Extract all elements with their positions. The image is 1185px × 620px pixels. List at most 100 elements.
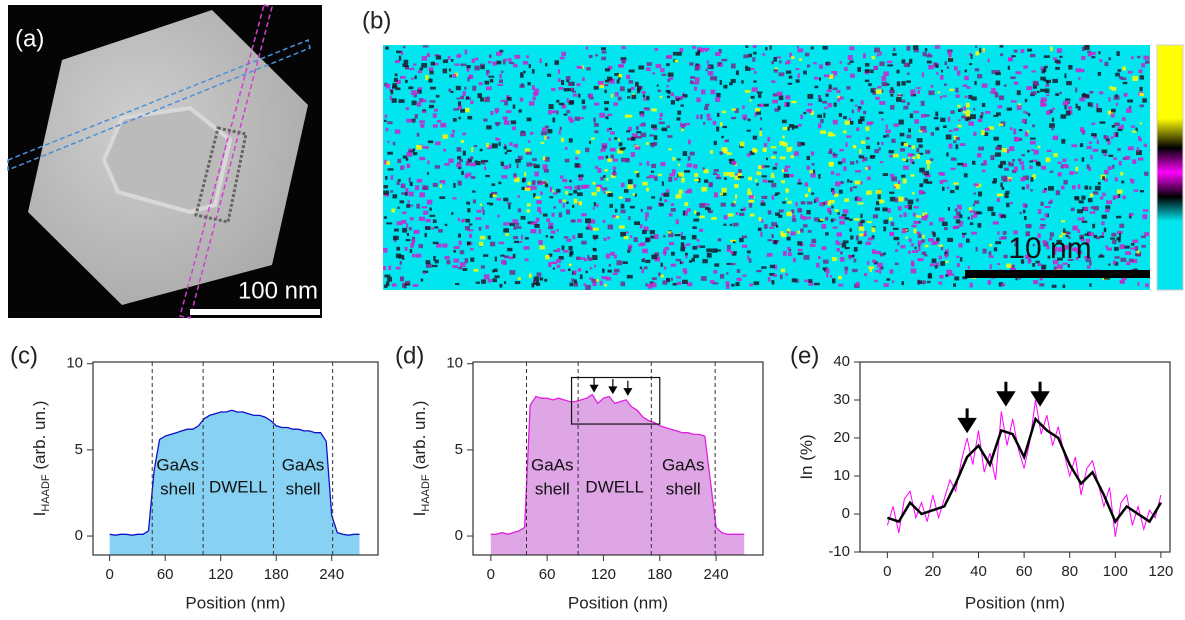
texture-dot: [1117, 190, 1122, 194]
texture-dot: [692, 235, 697, 239]
texture-dot: [646, 188, 649, 192]
texture-dot: [874, 48, 880, 53]
texture-dot: [621, 204, 625, 209]
texture-dot: [395, 129, 400, 133]
texture-dot: [811, 173, 816, 177]
texture-dot: [857, 241, 862, 244]
texture-dot: [651, 171, 654, 173]
texture-dot: [645, 237, 649, 242]
texture-dot: [905, 237, 907, 239]
texture-dot: [521, 187, 524, 190]
texture-dot: [1131, 56, 1134, 59]
texture-dot: [1034, 83, 1039, 86]
texture-dot: [1004, 168, 1009, 171]
texture-dot: [1130, 247, 1136, 249]
texture-dot: [1138, 158, 1144, 161]
texture-dot: [860, 214, 862, 218]
texture-dot: [599, 113, 605, 118]
texture-dot: [518, 109, 521, 112]
texture-dot: [739, 238, 744, 242]
texture-dot: [910, 174, 914, 176]
texture-dot: [1008, 57, 1013, 61]
texture-dot: [676, 276, 680, 278]
texture-dot: [540, 142, 544, 144]
texture-dot: [1101, 221, 1104, 225]
texture-dot: [408, 149, 412, 152]
texture-dot: [999, 124, 1004, 126]
texture-dot: [814, 77, 818, 80]
texture-dot: [460, 96, 464, 99]
texture-dot: [1082, 157, 1085, 161]
texture-dot: [853, 145, 856, 149]
texture-dot: [592, 192, 597, 195]
texture-dot: [726, 272, 728, 274]
texture-dot: [1061, 139, 1065, 144]
texture-dot: [606, 254, 610, 259]
texture-dot: [724, 177, 726, 180]
texture-dot: [775, 213, 780, 216]
texture-dot: [1008, 66, 1010, 70]
texture-dot: [1108, 264, 1110, 266]
texture-dot: [840, 257, 844, 262]
texture-dot: [1031, 70, 1035, 72]
texture-dot: [984, 132, 988, 136]
texture-dot: [419, 157, 425, 160]
texture-dot: [534, 88, 539, 92]
texture-dot: [757, 172, 762, 176]
texture-dot: [515, 281, 520, 284]
texture-dot: [532, 180, 536, 185]
texture-dot: [940, 172, 945, 175]
texture-dot: [436, 55, 441, 59]
texture-dot: [896, 184, 900, 189]
texture-dot: [563, 200, 566, 203]
texture-dot: [982, 103, 985, 107]
texture-dot: [896, 70, 899, 74]
texture-dot: [1071, 144, 1077, 147]
x-tick-label: 80: [1061, 563, 1078, 580]
texture-dot: [513, 236, 518, 239]
texture-dot: [876, 201, 879, 205]
texture-dot: [536, 200, 541, 204]
texture-dot: [484, 166, 486, 169]
texture-dot: [735, 282, 739, 286]
texture-dot: [642, 230, 647, 234]
texture-dot: [513, 144, 516, 147]
texture-dot: [854, 218, 860, 220]
texture-dot: [423, 146, 429, 149]
texture-dot: [914, 111, 919, 114]
texture-dot: [757, 92, 763, 94]
texture-dot: [610, 252, 615, 256]
texture-dot: [936, 238, 940, 242]
texture-dot: [989, 244, 992, 247]
texture-dot: [444, 256, 449, 260]
texture-dot: [607, 237, 610, 240]
texture-dot: [681, 104, 684, 106]
texture-dot: [427, 53, 430, 57]
texture-dot: [829, 211, 831, 215]
texture-dot: [1095, 186, 1101, 190]
texture-dot: [863, 111, 866, 114]
texture-dot: [1023, 111, 1025, 114]
texture-dot: [787, 60, 791, 63]
texture-dot: [644, 267, 648, 270]
texture-dot: [916, 215, 921, 218]
texture-dot: [498, 182, 501, 185]
texture-dot: [762, 175, 767, 177]
texture-dot: [475, 217, 481, 220]
texture-dot: [561, 80, 564, 85]
texture-dot: [762, 53, 765, 55]
texture-dot: [946, 135, 952, 140]
texture-dot: [520, 131, 526, 136]
texture-dot: [462, 219, 465, 221]
texture-dot: [640, 224, 642, 228]
texture-dot: [534, 172, 538, 177]
texture-dot: [811, 47, 814, 50]
texture-dot: [1075, 87, 1077, 92]
texture-dot: [1026, 112, 1028, 114]
texture-dot: [383, 248, 387, 253]
y-label-sub: HAADF: [420, 474, 432, 512]
panel-label: (e): [790, 342, 819, 369]
texture-dot: [692, 46, 696, 49]
texture-dot: [602, 276, 608, 279]
texture-dot: [641, 113, 645, 117]
